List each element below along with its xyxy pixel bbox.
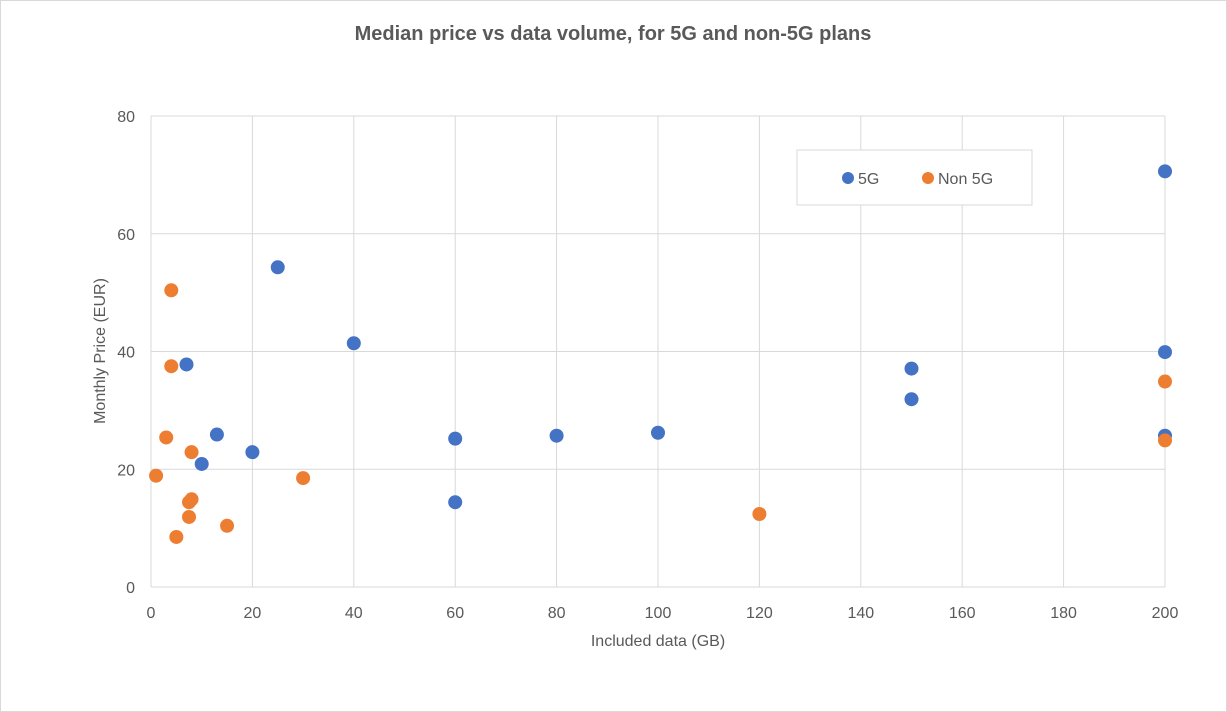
x-tick-label: 200 — [1152, 605, 1179, 622]
x-tick-label: 140 — [847, 605, 874, 622]
y-axis-label: Monthly Price (EUR) — [92, 278, 109, 424]
x-tick-label: 120 — [746, 605, 773, 622]
data-point-5g — [651, 425, 665, 440]
data-point-non-5g — [169, 529, 184, 544]
y-tick-label: 0 — [126, 580, 135, 597]
data-point-5g — [448, 495, 463, 510]
y-axis-ticks: 0 20 40 60 80 — [117, 109, 135, 597]
y-tick-label: 80 — [117, 109, 135, 126]
legend-label-non-5g: Non 5G — [938, 171, 993, 188]
data-point-non-5g — [184, 445, 199, 460]
legend-box — [796, 149, 1033, 206]
data-point-non-5g — [149, 468, 164, 483]
x-axis-ticks: 0 20 40 60 80 100 120 140 160 180 200 — [147, 605, 1179, 622]
x-tick-label: 160 — [949, 605, 976, 622]
x-tick-label: 40 — [345, 605, 363, 622]
data-point-5g — [346, 336, 361, 351]
data-points — [149, 164, 1172, 544]
data-point-5g — [904, 392, 919, 407]
x-tick-label: 0 — [147, 605, 156, 622]
y-tick-label: 40 — [117, 345, 135, 362]
gridlines — [150, 115, 1166, 588]
data-point-5g — [270, 260, 285, 275]
legend-label-5g: 5G — [858, 171, 879, 188]
data-point-5g — [194, 456, 209, 471]
data-point-non-5g — [296, 471, 311, 486]
data-point-5g — [549, 428, 564, 443]
data-point-non-5g — [159, 430, 174, 445]
legend-marker-5g — [842, 172, 854, 184]
data-point-non-5g — [182, 509, 197, 524]
x-tick-label: 60 — [446, 605, 464, 622]
chart-title: Median price vs data volume, for 5G and … — [355, 23, 872, 45]
data-point-non-5g — [752, 506, 767, 521]
data-point-non-5g — [1158, 433, 1172, 448]
data-point-non-5g — [184, 492, 199, 507]
data-point-5g — [904, 361, 919, 376]
data-point-non-5g — [1158, 374, 1172, 389]
data-point-5g — [448, 431, 463, 446]
data-point-5g — [209, 427, 224, 442]
data-point-non-5g — [164, 283, 179, 298]
data-point-5g — [245, 445, 260, 460]
data-point-non-5g — [220, 518, 235, 533]
data-point-5g — [1158, 345, 1172, 360]
x-tick-label: 180 — [1050, 605, 1077, 622]
legend: 5G Non 5G — [796, 149, 1033, 206]
x-axis-label: Included data (GB) — [591, 633, 725, 650]
x-tick-label: 100 — [645, 605, 672, 622]
y-tick-label: 20 — [117, 462, 135, 479]
x-tick-label: 80 — [548, 605, 566, 622]
legend-marker-non-5g — [922, 172, 934, 184]
y-tick-label: 60 — [117, 227, 135, 244]
x-tick-label: 20 — [244, 605, 262, 622]
data-point-non-5g — [164, 359, 179, 374]
data-point-5g — [179, 357, 194, 372]
data-point-5g — [1158, 164, 1172, 179]
